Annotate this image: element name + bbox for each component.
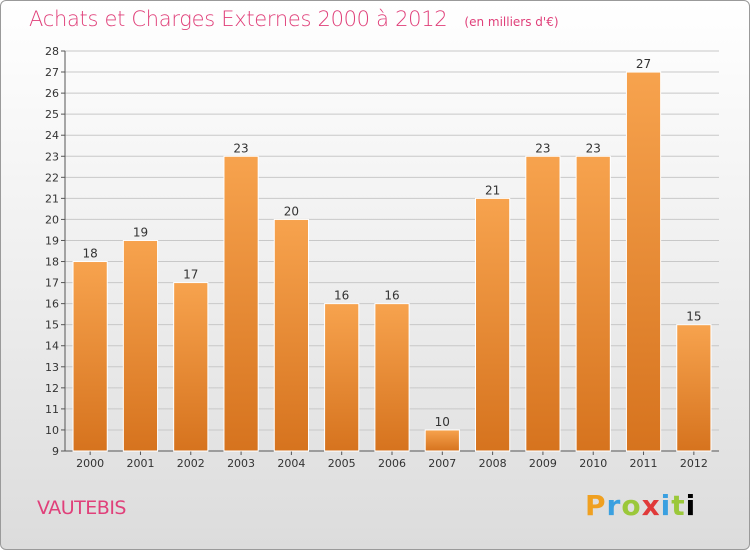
bar	[122, 239, 159, 452]
data-label: 23	[233, 141, 248, 155]
data-label: 18	[83, 247, 98, 261]
y-tick-label: 12	[45, 382, 59, 395]
y-tick-label: 18	[45, 256, 59, 269]
data-label: 23	[586, 141, 601, 155]
y-tick-label: 13	[45, 361, 59, 374]
bar	[525, 155, 561, 452]
x-tick-label: 2007	[428, 457, 456, 470]
y-tick-label: 28	[45, 45, 59, 58]
y-tick-label: 24	[45, 129, 59, 142]
data-label: 19	[133, 225, 148, 239]
bar	[72, 261, 108, 452]
chart-title: Achats et Charges Externes 2000 à 2012	[29, 7, 448, 31]
y-tick-label: 16	[45, 298, 59, 311]
bar	[324, 303, 360, 452]
bar	[223, 155, 259, 452]
x-tick-label: 2004	[277, 457, 305, 470]
data-label: 20	[284, 204, 299, 218]
y-tick-label: 21	[45, 192, 59, 205]
y-tick-label: 14	[45, 340, 59, 353]
x-tick-label: 2010	[579, 457, 607, 470]
y-tick-label: 22	[45, 171, 59, 184]
data-label: 23	[535, 141, 550, 155]
bar	[374, 303, 410, 452]
x-tick-label: 2003	[227, 457, 255, 470]
y-tick-label: 11	[45, 403, 59, 416]
y-tick-label: 26	[45, 87, 59, 100]
bar	[273, 218, 309, 452]
y-tick-label: 9	[52, 445, 59, 458]
y-tick-label: 27	[45, 66, 59, 79]
value-labels: 18 19 17 23 20 16 16 10 21 23 23 27 15	[83, 57, 702, 429]
data-label: 27	[636, 57, 651, 71]
y-tick-label: 25	[45, 108, 59, 121]
chart-unit: (en milliers d'€)	[464, 15, 559, 29]
x-tick-label: 2002	[177, 457, 205, 470]
bar	[475, 197, 511, 452]
x-tick-label: 2009	[529, 457, 557, 470]
data-label: 21	[485, 183, 500, 197]
chart-title-block: Achats et Charges Externes 2000 à 2012 (…	[29, 7, 559, 31]
commune-name: VAUTEBIS	[37, 497, 127, 519]
proxiti-logo: Proxiti	[585, 489, 697, 522]
y-tick-label: 19	[45, 234, 59, 247]
x-tick-label: 2012	[680, 457, 708, 470]
data-label: 10	[435, 415, 450, 429]
bar	[676, 324, 712, 452]
data-label: 17	[183, 268, 198, 282]
y-tick-label: 20	[45, 213, 59, 226]
y-tick-label: 23	[45, 150, 59, 163]
bar	[424, 429, 460, 452]
data-label: 16	[334, 289, 349, 303]
y-tick-label: 10	[45, 424, 59, 437]
y-tick-label: 15	[45, 319, 59, 332]
x-tick-label: 2011	[630, 457, 658, 470]
x-tick-label: 2006	[378, 457, 406, 470]
x-tick-label: 2005	[328, 457, 356, 470]
y-tick-label: 17	[45, 277, 59, 290]
bars	[72, 71, 712, 452]
data-label: 16	[384, 289, 399, 303]
x-tick-label: 2001	[126, 457, 154, 470]
bar	[575, 155, 611, 452]
bar	[173, 282, 209, 452]
x-tick-label: 2000	[76, 457, 104, 470]
data-label: 15	[686, 310, 701, 324]
x-tick-label: 2008	[479, 457, 507, 470]
bar	[625, 71, 662, 452]
